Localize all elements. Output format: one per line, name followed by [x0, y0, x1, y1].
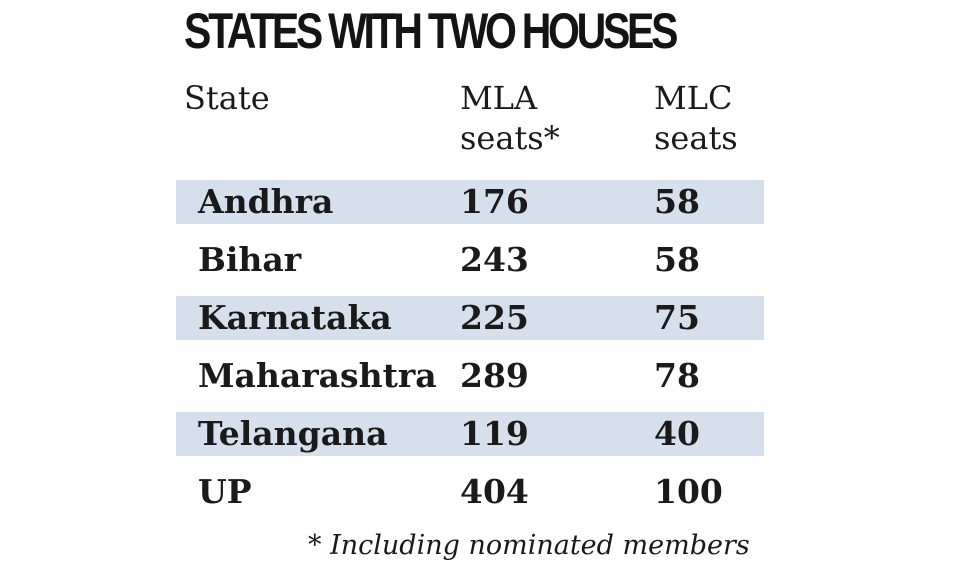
cell-mla-seats: 289	[460, 356, 529, 395]
cell-mlc-seats: 58	[654, 182, 700, 221]
cell-mlc-seats: 100	[654, 472, 723, 511]
cell-state: Maharashtra	[198, 356, 437, 395]
cell-mla-seats: 119	[460, 414, 529, 453]
cell-mlc-seats: 75	[654, 298, 700, 337]
table-title: STATES WITH TWO HOUSES	[184, 3, 678, 59]
column-header-state: State	[184, 79, 270, 117]
cell-state: Telangana	[198, 414, 388, 453]
cell-mla-seats: 243	[460, 240, 529, 279]
cell-state: UP	[198, 472, 252, 511]
cell-mlc-seats: 40	[654, 414, 700, 453]
row-band	[176, 180, 764, 224]
cell-mla-seats: 176	[460, 182, 529, 221]
column-header-mla-seats: MLA seats*	[460, 79, 560, 157]
cell-state: Karnataka	[198, 298, 392, 337]
cell-mlc-seats: 78	[654, 356, 700, 395]
cell-mlc-seats: 58	[654, 240, 700, 279]
cell-mla-seats: 404	[460, 472, 529, 511]
column-header-mlc-seats: MLC seats	[654, 79, 738, 157]
footnote: * Including nominated members	[308, 530, 750, 561]
row-band	[176, 296, 764, 340]
cell-mla-seats: 225	[460, 298, 529, 337]
cell-state: Bihar	[198, 240, 302, 279]
cell-state: Andhra	[198, 182, 334, 221]
row-band	[176, 412, 764, 456]
